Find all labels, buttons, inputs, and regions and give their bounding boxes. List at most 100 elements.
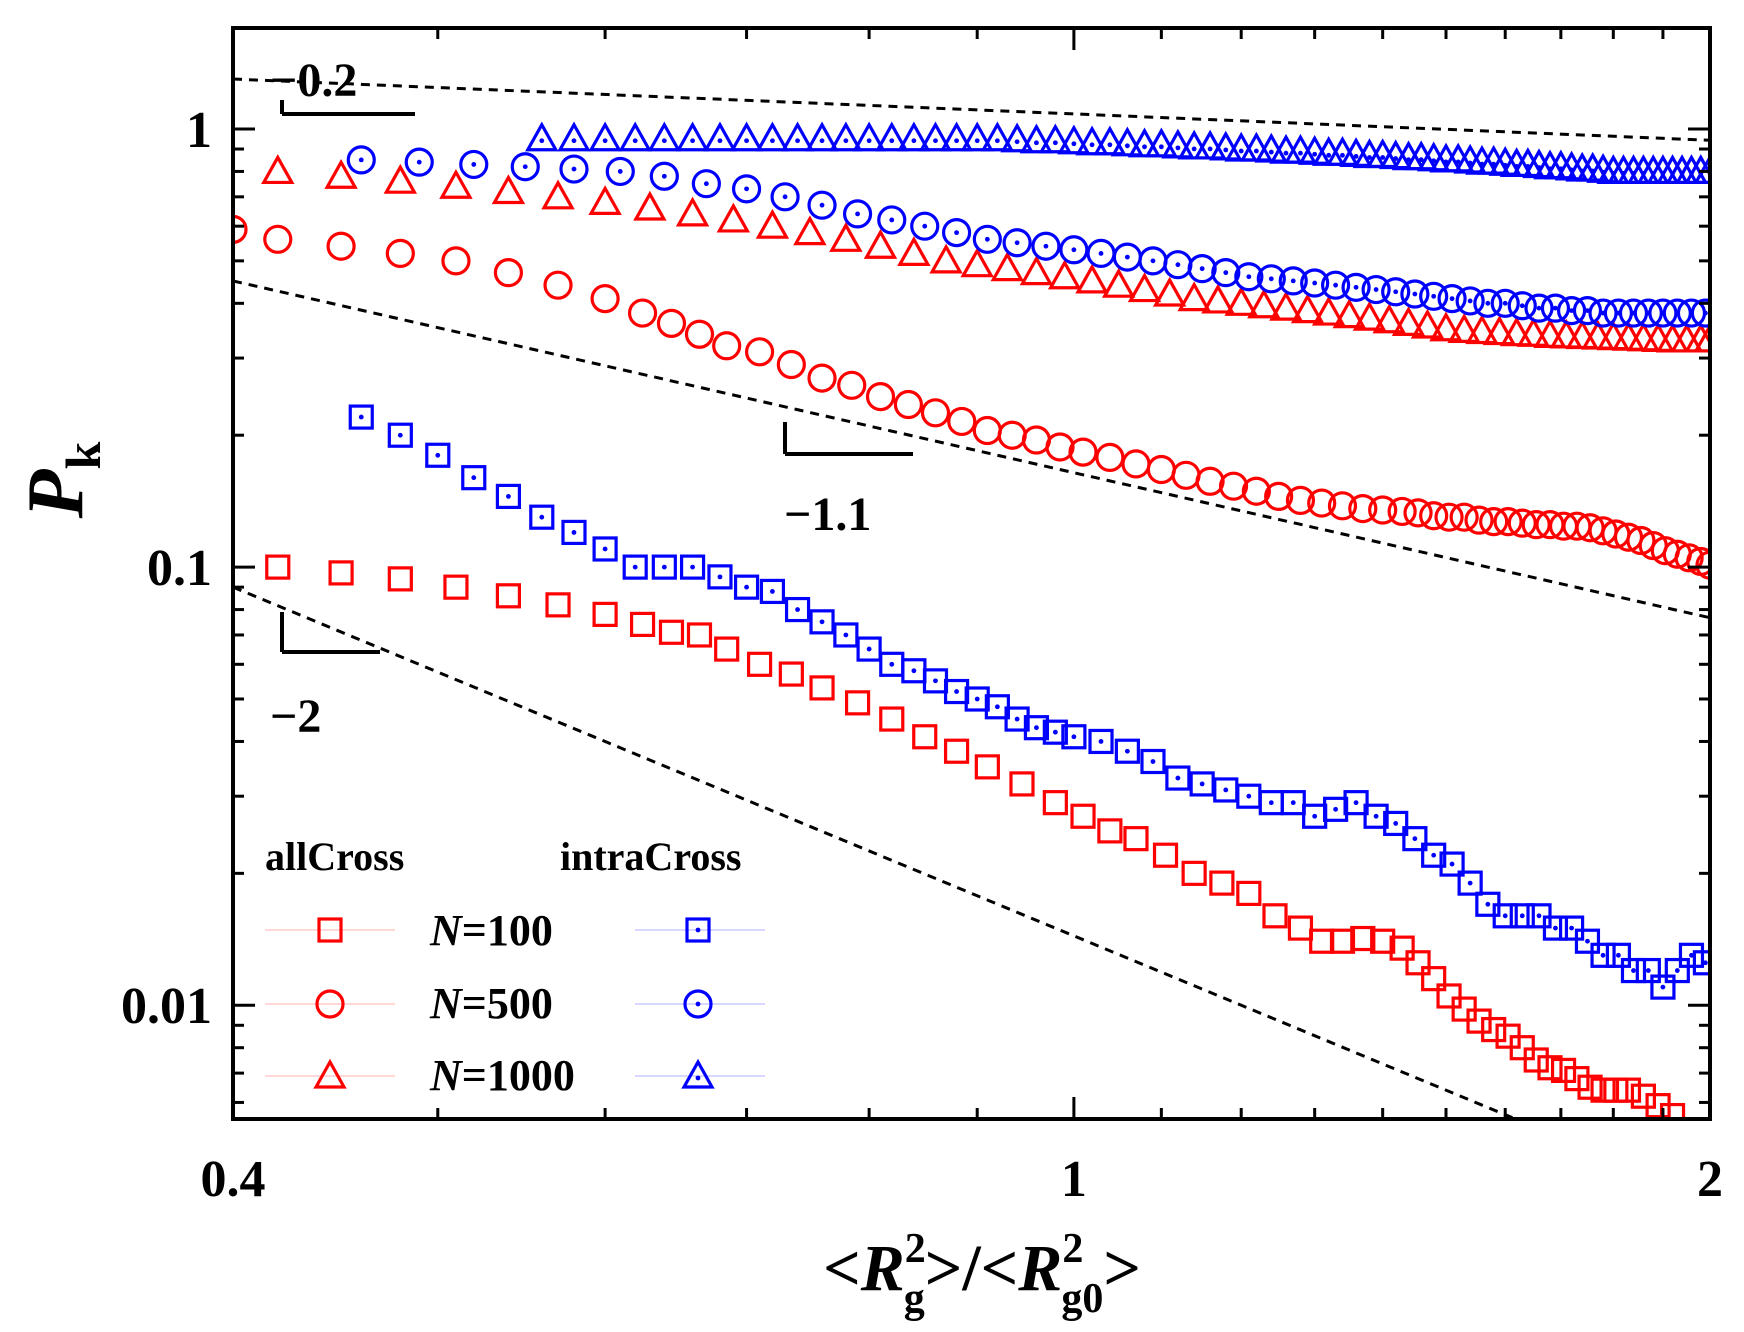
data-point xyxy=(1603,1077,1629,1103)
slope-lines xyxy=(233,77,1710,1119)
data-point xyxy=(1343,790,1369,816)
data-point xyxy=(1588,298,1618,328)
data-point xyxy=(809,675,835,701)
data-point xyxy=(1262,903,1288,929)
data-point xyxy=(770,182,800,212)
data-point xyxy=(1523,1047,1549,1073)
data-point xyxy=(1387,496,1417,527)
data-point xyxy=(1114,738,1140,764)
data-point xyxy=(1177,281,1211,312)
x-label-sup: 2 xyxy=(905,1226,926,1272)
data-point xyxy=(1693,322,1710,353)
x-label-suffix: > xyxy=(1103,1232,1141,1305)
data-point xyxy=(590,284,620,314)
data-point xyxy=(960,121,994,152)
legend-marker-intracross xyxy=(685,917,711,943)
data-point xyxy=(716,202,751,233)
slope-annotations: −0.2 −1.1 −2 xyxy=(270,54,913,743)
data-point xyxy=(1290,293,1325,324)
data-point xyxy=(829,121,863,152)
data-point xyxy=(326,231,356,261)
data-point xyxy=(1127,127,1162,158)
data-point xyxy=(755,121,790,152)
data-point xyxy=(1636,154,1670,185)
y-tick-label: 0.01 xyxy=(121,978,212,1035)
data-point xyxy=(1533,318,1567,348)
data-point xyxy=(972,224,1002,254)
data-point xyxy=(1112,242,1142,272)
data-point xyxy=(1449,502,1479,532)
data-point xyxy=(1466,1008,1492,1034)
data-point xyxy=(1095,442,1125,472)
data-point xyxy=(939,121,974,152)
legend-marker-intracross xyxy=(681,1058,715,1089)
y-label-sub: k xyxy=(55,441,111,469)
data-point xyxy=(1023,715,1050,741)
data-point xyxy=(1549,318,1583,349)
data-point xyxy=(1635,957,1661,984)
data-point xyxy=(920,398,951,428)
slope-line-2 xyxy=(233,585,1520,1119)
series-intracross-n-100 xyxy=(348,404,1710,1000)
data-point xyxy=(385,238,415,268)
data-point xyxy=(1618,298,1649,328)
legend-header-intracross: intraCross xyxy=(560,834,741,879)
series-intracross-n-1000 xyxy=(525,121,1710,185)
legend-val: =500 xyxy=(462,979,553,1028)
data-point xyxy=(1556,295,1587,326)
data-point xyxy=(618,121,652,152)
data-point xyxy=(943,738,970,764)
data-point xyxy=(588,121,622,152)
data-point xyxy=(1019,123,1054,154)
data-point xyxy=(1577,1074,1603,1100)
data-point xyxy=(1447,313,1481,343)
data-point xyxy=(1075,125,1109,156)
data-point xyxy=(1542,915,1569,941)
data-point xyxy=(1187,254,1217,284)
data-point xyxy=(493,258,524,288)
y-tick-label: 0.1 xyxy=(147,540,212,597)
data-point xyxy=(425,442,451,468)
data-point xyxy=(1258,790,1284,816)
data-point xyxy=(729,121,764,152)
slope-label-0-2: −0.2 xyxy=(270,54,357,107)
data-point xyxy=(1309,928,1335,954)
data-point xyxy=(1564,1066,1590,1092)
data-point xyxy=(461,465,487,491)
data-point xyxy=(1021,425,1052,455)
data-point xyxy=(686,622,713,648)
data-point xyxy=(776,349,806,380)
x-label-sub: g xyxy=(904,1276,925,1322)
legend-markers xyxy=(265,917,765,1089)
data-point xyxy=(1311,295,1346,326)
data-point xyxy=(1421,966,1447,992)
data-point xyxy=(1664,957,1690,984)
data-point xyxy=(875,121,909,152)
data-point xyxy=(543,270,573,300)
data-point xyxy=(1140,748,1166,775)
data-point xyxy=(387,566,413,592)
data-point xyxy=(1465,314,1499,345)
data-point xyxy=(1655,322,1690,353)
legend-marker-allcross xyxy=(315,989,345,1019)
data-point xyxy=(1490,288,1520,318)
data-point xyxy=(1101,267,1136,298)
data-point xyxy=(1419,501,1449,531)
data-point xyxy=(844,690,871,716)
data-point xyxy=(1121,449,1151,479)
data-point xyxy=(1193,129,1227,160)
data-point xyxy=(1004,706,1030,732)
data-point xyxy=(263,224,293,254)
data-point xyxy=(1068,437,1098,467)
data-point xyxy=(707,564,733,590)
legend-row-n100: N=100 xyxy=(429,906,553,955)
data-point xyxy=(1550,1057,1577,1084)
y-axis-label: Pk xyxy=(12,441,111,519)
data-point xyxy=(1280,790,1306,816)
legend-var: N xyxy=(429,1051,464,1100)
data-point xyxy=(897,236,931,266)
legend-val: =1000 xyxy=(462,1051,575,1100)
series-intracross-n-500 xyxy=(346,145,1710,328)
legend-var: N xyxy=(429,906,464,955)
data-point xyxy=(1482,315,1517,346)
